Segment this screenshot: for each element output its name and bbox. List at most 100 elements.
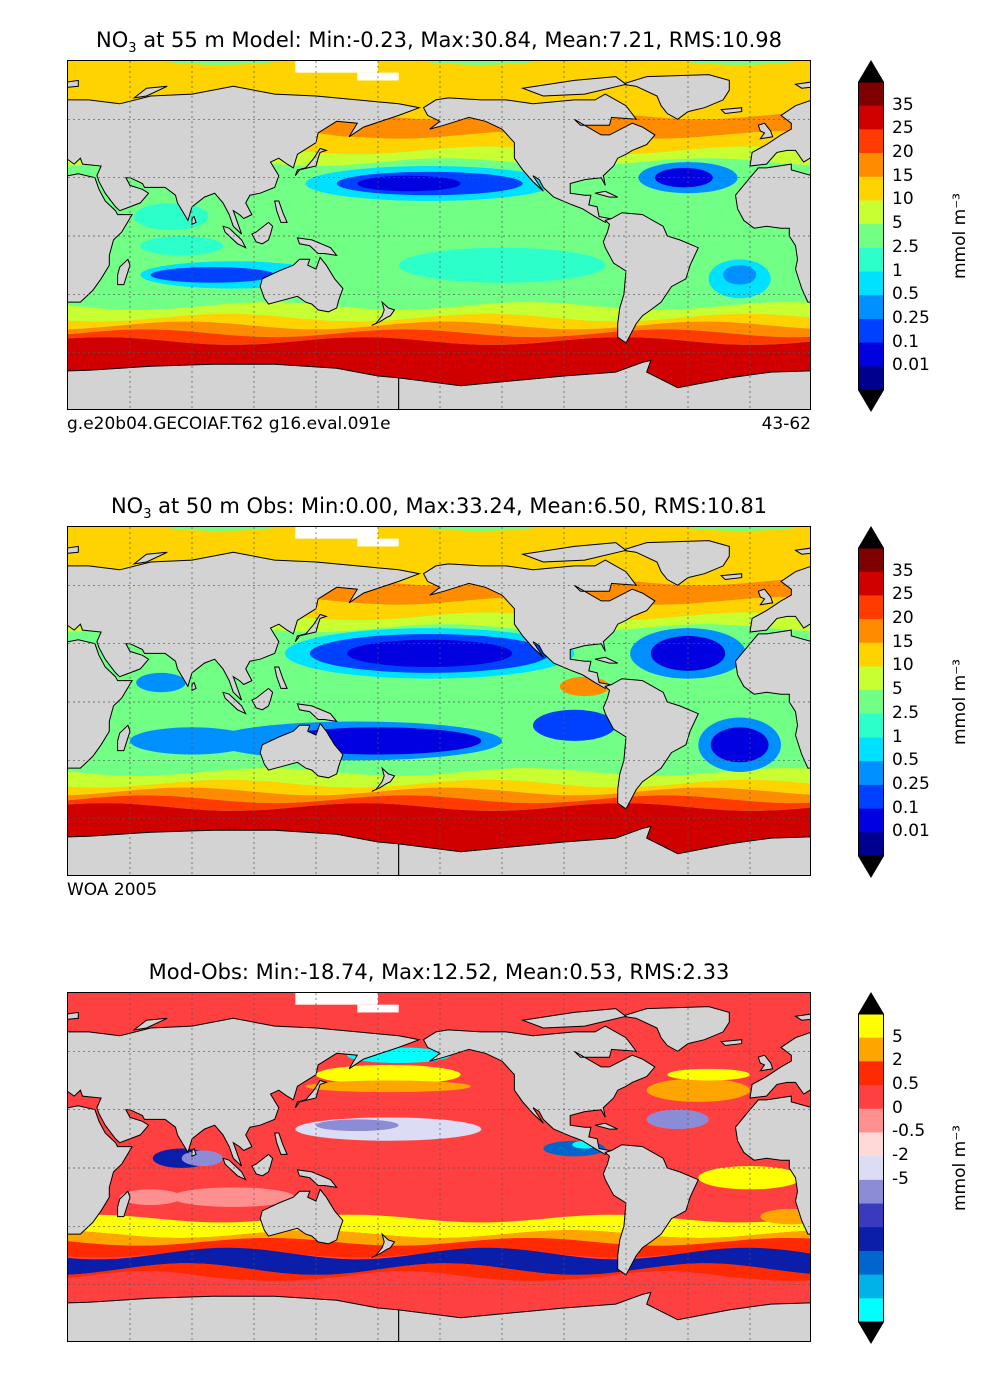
- colorbar-block: [858, 1274, 884, 1299]
- missing-data-patch: [295, 527, 378, 539]
- land-polygon: [274, 1132, 288, 1155]
- colorbar-block: [858, 832, 884, 857]
- colorbar-block: [858, 1156, 884, 1181]
- colorbar-tick-label: 10: [892, 655, 914, 676]
- colorbar-block: [858, 176, 884, 201]
- land-polygon: [621, 540, 730, 586]
- colorbar-tick-label: 15: [892, 165, 914, 186]
- colorbar-block: [858, 713, 884, 739]
- contour-blob: [646, 1109, 709, 1130]
- land-polygon: [621, 1006, 730, 1052]
- contour-blob: [295, 1117, 482, 1141]
- colorbar-block: [858, 548, 884, 573]
- colorbar-tick-label: 25: [892, 584, 914, 605]
- colorbar-block: [858, 224, 884, 249]
- land-polygon: [398, 825, 810, 875]
- model-panel: NO3 at 55 m Model: Min:-0.23, Max:30.84,…: [0, 0, 1000, 458]
- contour-blob: [119, 1189, 182, 1205]
- colorbar-block: [858, 619, 884, 644]
- land-polygon: [757, 122, 774, 140]
- land-polygon: [68, 1011, 79, 1020]
- colorbar-block: [858, 295, 884, 320]
- colorbar-block: [858, 200, 884, 225]
- land-polygon: [594, 1122, 618, 1130]
- contour-band: [68, 321, 810, 338]
- obs-panel: NO3 at 50 m Obs: Min:0.00, Max:33.24, Me…: [0, 0, 1000, 900]
- land-polygon: [68, 1105, 133, 1235]
- contour-blob: [710, 727, 769, 763]
- colorbar-tick-label: 20: [892, 608, 914, 629]
- obs-map: [67, 526, 811, 876]
- land-polygon: [749, 100, 810, 167]
- graticule: [68, 993, 810, 1341]
- panel-title: NO3 at 50 m Obs: Min:0.00, Max:33.24, Me…: [110, 494, 768, 523]
- land-polygon: [274, 666, 288, 689]
- land-polygon: [594, 190, 618, 198]
- land-polygon: [296, 703, 338, 723]
- land-polygon: [117, 1190, 131, 1218]
- colorbar-block: [858, 318, 884, 344]
- land-polygon: [621, 74, 730, 120]
- contour-blob: [357, 175, 461, 192]
- contour-blob: [130, 727, 254, 755]
- land-polygon: [398, 1291, 810, 1341]
- colorbar-tick-label: -2: [892, 1145, 909, 1166]
- contour-band: [68, 1263, 810, 1283]
- diff-map: [67, 992, 811, 1342]
- land-polygon: [191, 681, 197, 692]
- land-polygon: [274, 200, 288, 223]
- colorbar-block: [858, 1298, 884, 1323]
- unit-label: mmol m⁻³: [950, 1125, 970, 1211]
- colorbar-block: [858, 666, 884, 691]
- colorbar-tick-label: 35: [892, 560, 914, 581]
- colorbar-tick-label: 0.01: [892, 821, 930, 842]
- land-polygon: [251, 687, 274, 711]
- colorbar-block: [858, 1132, 884, 1157]
- land-masses: [68, 540, 810, 875]
- colorbar-block: [858, 571, 884, 596]
- land-masses: [68, 74, 810, 409]
- land-polygon: [294, 1079, 328, 1108]
- land-polygon: [259, 256, 344, 313]
- missing-data-patch: [295, 993, 378, 1005]
- colorbar-tick-label: 2: [892, 1050, 903, 1071]
- land-polygon: [68, 85, 422, 235]
- colorbar-block: [858, 82, 884, 107]
- colorbar-block: [858, 129, 884, 154]
- colorbar-tick-label: 0.5: [892, 750, 920, 771]
- colorbar-tick-label: -0.5: [892, 1121, 926, 1142]
- land-polygon: [719, 107, 743, 115]
- colorbar-block: [858, 1061, 884, 1086]
- colorbar-tick-label: 0.5: [892, 284, 920, 305]
- land-polygon: [719, 1039, 743, 1047]
- contour-blob: [316, 1064, 461, 1085]
- land-polygon: [749, 566, 810, 633]
- contour-blob: [533, 709, 616, 741]
- colorbar-block: [858, 595, 884, 620]
- land-polygon: [296, 237, 338, 257]
- contour-band: [68, 787, 810, 804]
- contour-blob: [698, 1166, 802, 1190]
- contour-blob: [646, 1078, 750, 1102]
- colorbar-block: [858, 1227, 884, 1252]
- colorbar-tick-label: 0.1: [892, 331, 920, 352]
- colorbar-block: [858, 247, 884, 273]
- colorbar-tick-label: 0.25: [892, 773, 930, 794]
- land-polygon: [794, 547, 810, 555]
- land-polygon: [294, 613, 328, 642]
- colorbar-tick-label: 25: [892, 118, 914, 139]
- model-colorbar: [858, 60, 884, 412]
- colorbar-block: [858, 1014, 884, 1039]
- colorbar-block: [858, 642, 884, 667]
- contour-blob: [667, 1068, 751, 1081]
- contour-blob: [140, 236, 223, 256]
- land-polygon: [68, 545, 79, 554]
- colorbar-block: [858, 153, 884, 178]
- graticule: [68, 61, 810, 409]
- colorbar-min-extend: [858, 1322, 884, 1344]
- land-polygon: [757, 588, 774, 606]
- land-polygon: [422, 93, 656, 224]
- colorbar-tick-label: 10: [892, 189, 914, 210]
- land-polygon: [719, 573, 743, 581]
- colorbar-block: [858, 342, 884, 367]
